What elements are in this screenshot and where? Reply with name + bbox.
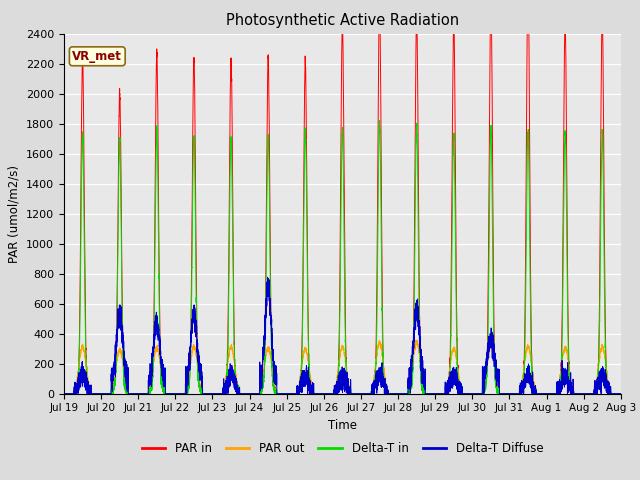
Delta-T in (250, 391, 257, 396)
Delta-T in (376, 118, 383, 123)
Delta-T in (324, 391, 332, 396)
Delta-T Diffuse (594, 391, 602, 396)
Line: Delta-T Diffuse: Delta-T Diffuse (64, 277, 621, 394)
PAR out (483, 363, 491, 369)
PAR out (594, 371, 602, 377)
PAR out (60, 391, 68, 396)
PAR out (250, 391, 257, 396)
Title: Photosynthetic Active Radiation: Photosynthetic Active Radiation (226, 13, 459, 28)
Text: VR_met: VR_met (72, 50, 122, 63)
Legend: PAR in, PAR out, Delta-T in, Delta-T Diffuse: PAR in, PAR out, Delta-T in, Delta-T Dif… (137, 437, 548, 460)
Delta-T Diffuse (617, 391, 625, 396)
Delta-T in (467, 391, 475, 396)
PAR in (324, 391, 332, 396)
Delta-T Diffuse (60, 391, 68, 396)
PAR in (483, 370, 490, 375)
Delta-T Diffuse (467, 391, 475, 396)
PAR in (60, 391, 68, 396)
PAR out (324, 391, 332, 396)
Line: Delta-T in: Delta-T in (64, 120, 621, 394)
Delta-T in (617, 391, 625, 396)
Y-axis label: PAR (umol/m2/s): PAR (umol/m2/s) (8, 165, 20, 263)
Delta-T Diffuse (250, 391, 257, 396)
PAR in (467, 391, 475, 396)
PAR out (467, 391, 475, 396)
Line: PAR out: PAR out (64, 340, 621, 394)
Delta-T in (587, 391, 595, 396)
PAR in (250, 391, 257, 396)
Delta-T Diffuse (264, 274, 271, 280)
Line: PAR in: PAR in (64, 0, 621, 394)
PAR out (587, 391, 595, 396)
PAR in (594, 381, 602, 386)
X-axis label: Time: Time (328, 419, 357, 432)
Delta-T in (594, 381, 602, 386)
PAR in (617, 391, 625, 396)
Delta-T in (483, 374, 491, 380)
PAR in (587, 391, 595, 396)
Delta-T Diffuse (587, 391, 595, 396)
Delta-T Diffuse (324, 391, 332, 396)
PAR out (617, 391, 625, 396)
PAR out (412, 337, 420, 343)
Delta-T in (60, 391, 68, 396)
Delta-T Diffuse (483, 360, 491, 366)
